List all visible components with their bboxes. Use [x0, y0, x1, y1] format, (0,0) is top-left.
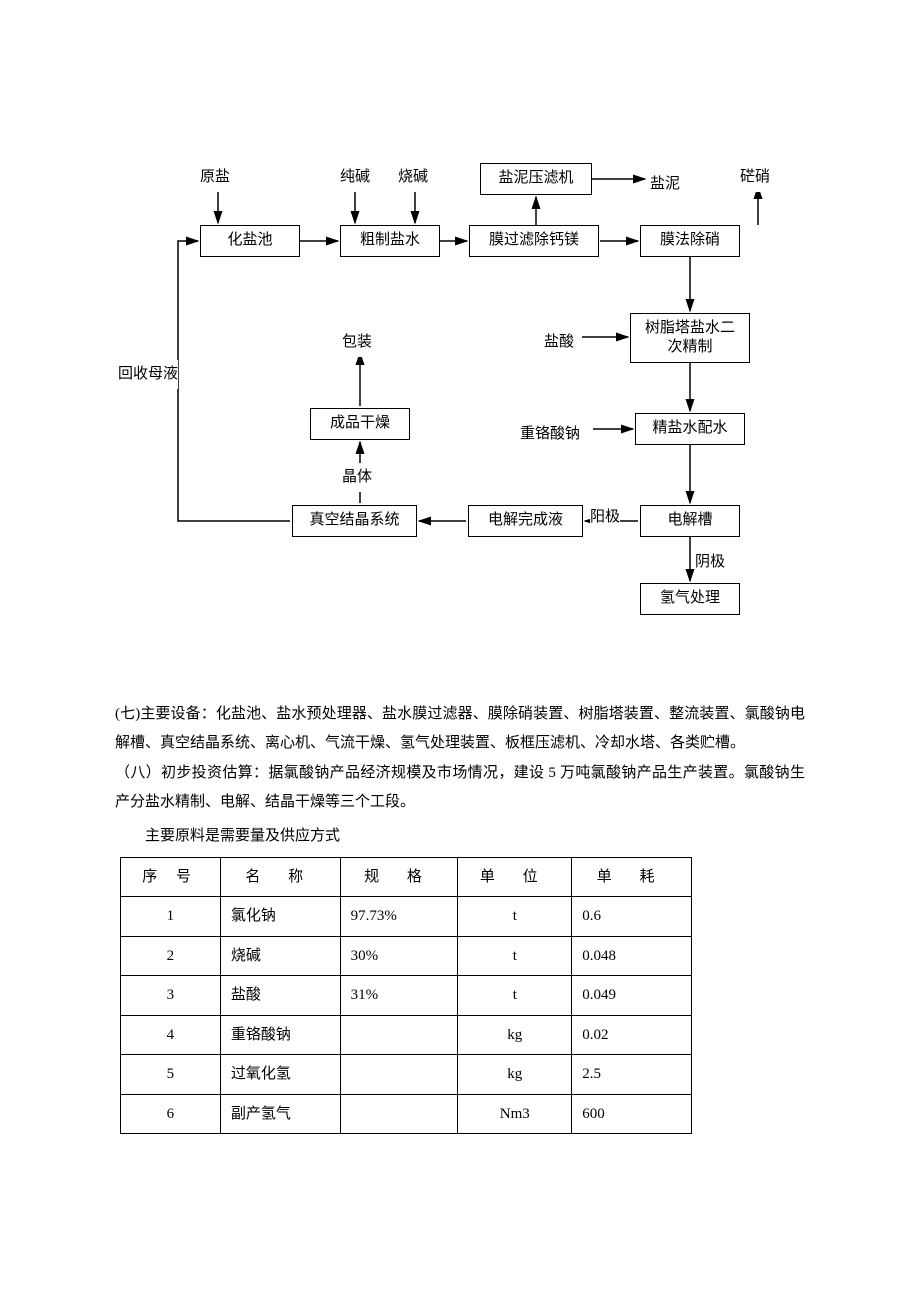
- th-unit: 单 位: [458, 857, 572, 897]
- cell-cons: 2.5: [572, 1055, 692, 1095]
- node-jingyanshui: 精盐水配水: [635, 413, 745, 445]
- label-yangji: 阳极: [590, 503, 620, 532]
- node-mofachu: 膜法除硝: [640, 225, 740, 257]
- cell-unit: t: [458, 897, 572, 937]
- materials-table: 序 号 名 称 规 格 单 位 单 耗 1氯化钠97.73%t0.62烧碱30%…: [120, 857, 692, 1135]
- node-shuzhita-text: 树脂塔盐水二次精制: [639, 319, 741, 358]
- table-row: 1氯化钠97.73%t0.6: [121, 897, 692, 937]
- th-seq: 序 号: [121, 857, 221, 897]
- cell-spec: [340, 1055, 458, 1095]
- cell-name: 盐酸: [220, 976, 340, 1016]
- cell-spec: [340, 1094, 458, 1134]
- table-row: 3盐酸31%t0.049: [121, 976, 692, 1016]
- label-yuanyan: 原盐: [200, 163, 230, 192]
- th-spec: 规 格: [340, 857, 458, 897]
- node-zhenkongjiejing: 真空结晶系统: [292, 505, 417, 537]
- label-mangxiao: 硭硝: [740, 163, 770, 192]
- label-chunjiian: 纯碱: [340, 163, 370, 192]
- label-zhonggesuanna: 重铬酸钠: [520, 420, 580, 449]
- para7-body: 化盐池、盐水预处理器、盐水膜过滤器、膜除硝装置、树脂塔装置、整流装置、氯酸钠电解…: [115, 706, 805, 751]
- cell-unit: t: [458, 976, 572, 1016]
- label-shaojiian: 烧碱: [398, 163, 428, 192]
- cell-cons: 0.02: [572, 1015, 692, 1055]
- cell-spec: 31%: [340, 976, 458, 1016]
- node-moguolv: 膜过滤除钙镁: [469, 225, 599, 257]
- th-name: 名 称: [220, 857, 340, 897]
- paragraph-8: （八）初步投资估算：据氯酸钠产品经济规模及市场情况，建设 5 万吨氯酸钠产品生产…: [115, 759, 805, 816]
- label-baozhuang: 包装: [342, 328, 372, 357]
- label-yinji: 阴极: [695, 548, 725, 577]
- process-flowchart: 原盐 纯碱 烧碱 盐泥 硭硝 回收母液 包装 晶体 盐酸 重铬酸钠 阳极 阴极 …: [0, 135, 920, 670]
- table-row: 4重铬酸钠 kg0.02: [121, 1015, 692, 1055]
- node-dianjiewancheng: 电解完成液: [468, 505, 583, 537]
- cell-name: 重铬酸钠: [220, 1015, 340, 1055]
- label-yani: 盐泥: [650, 170, 680, 199]
- node-chengpinganzao: 成品干燥: [310, 408, 410, 440]
- cell-seq: 5: [121, 1055, 221, 1095]
- document-content: (七)主要设备：化盐池、盐水预处理器、盐水膜过滤器、膜除硝装置、树脂塔装置、整流…: [0, 700, 920, 1134]
- cell-seq: 4: [121, 1015, 221, 1055]
- para7-head: (七)主要设备：: [115, 706, 216, 722]
- cell-cons: 600: [572, 1094, 692, 1134]
- cell-cons: 0.6: [572, 897, 692, 937]
- flowchart-edges: [0, 135, 920, 670]
- node-dianjiecao: 电解槽: [640, 505, 740, 537]
- cell-cons: 0.049: [572, 976, 692, 1016]
- node-huayanchi: 化盐池: [200, 225, 300, 257]
- th-cons: 单 耗: [572, 857, 692, 897]
- cell-seq: 3: [121, 976, 221, 1016]
- cell-spec: 97.73%: [340, 897, 458, 937]
- cell-spec: [340, 1015, 458, 1055]
- para8-head: （八）初步投资估算：: [115, 765, 268, 781]
- cell-name: 氯化钠: [220, 897, 340, 937]
- cell-name: 副产氢气: [220, 1094, 340, 1134]
- label-huishoumuye: 回收母液: [118, 360, 178, 389]
- cell-unit: kg: [458, 1055, 572, 1095]
- cell-name: 过氧化氢: [220, 1055, 340, 1095]
- cell-seq: 2: [121, 936, 221, 976]
- table-header-row: 序 号 名 称 规 格 单 位 单 耗: [121, 857, 692, 897]
- node-yaniyalv: 盐泥压滤机: [480, 163, 592, 195]
- label-jingti: 晶体: [342, 463, 372, 492]
- node-shuzhita: 树脂塔盐水二次精制: [630, 313, 750, 363]
- cell-seq: 1: [121, 897, 221, 937]
- cell-unit: t: [458, 936, 572, 976]
- cell-name: 烧碱: [220, 936, 340, 976]
- node-cuzhi: 粗制盐水: [340, 225, 440, 257]
- cell-spec: 30%: [340, 936, 458, 976]
- node-qingqichuli: 氢气处理: [640, 583, 740, 615]
- paragraph-7: (七)主要设备：化盐池、盐水预处理器、盐水膜过滤器、膜除硝装置、树脂塔装置、整流…: [115, 700, 805, 757]
- table-caption: 主要原料是需要量及供应方式: [115, 822, 805, 851]
- label-yansuan: 盐酸: [544, 328, 574, 357]
- table-row: 2烧碱30%t0.048: [121, 936, 692, 976]
- table-row: 6副产氢气 Nm3600: [121, 1094, 692, 1134]
- cell-cons: 0.048: [572, 936, 692, 976]
- cell-unit: kg: [458, 1015, 572, 1055]
- cell-seq: 6: [121, 1094, 221, 1134]
- table-row: 5过氧化氢 kg2.5: [121, 1055, 692, 1095]
- cell-unit: Nm3: [458, 1094, 572, 1134]
